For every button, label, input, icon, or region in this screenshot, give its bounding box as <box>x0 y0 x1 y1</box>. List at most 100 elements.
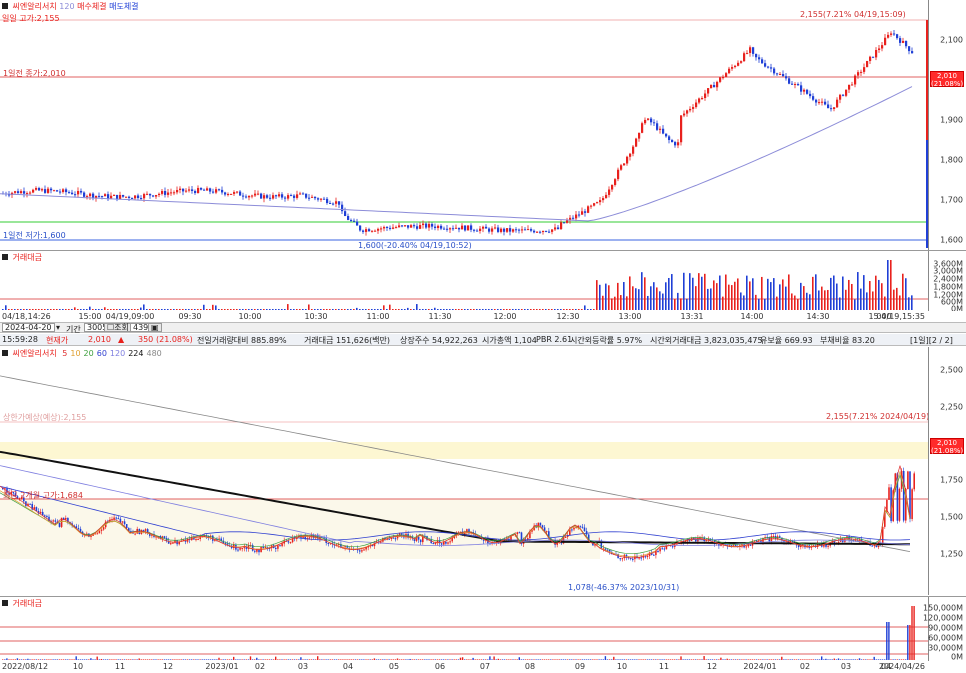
volume-bar <box>74 307 76 310</box>
daily-candle <box>692 537 695 539</box>
daily-volume-bar <box>623 659 625 660</box>
volume-bar <box>815 274 817 310</box>
volume-bar <box>353 309 355 310</box>
ma-legend-item[interactable]: 10 <box>70 349 81 358</box>
daily-candle <box>419 539 422 543</box>
volume-bar <box>593 309 595 310</box>
daily-volume-bar <box>449 659 451 660</box>
candle <box>377 228 380 231</box>
axis-tick-label: 3,000M <box>933 266 963 276</box>
daily-volume-bar <box>575 659 577 660</box>
candle <box>128 196 131 198</box>
daily-candle <box>243 547 246 549</box>
daily-volume-bar <box>674 659 676 660</box>
candle <box>257 193 260 195</box>
candle <box>665 133 668 137</box>
daily-candle <box>109 519 111 522</box>
volume-bar <box>236 309 238 310</box>
daily-candle <box>632 558 634 560</box>
ma-legend-item[interactable]: 60 <box>96 349 107 358</box>
candle <box>383 227 386 229</box>
intraday-candle-chart[interactable] <box>0 0 928 250</box>
daily-candle-chart[interactable] <box>0 347 928 595</box>
candle <box>800 85 803 92</box>
daily-volume-bar <box>417 659 420 660</box>
candle <box>23 191 26 194</box>
ma-legend-item[interactable]: 120 <box>109 349 126 358</box>
volume-bar <box>410 309 412 310</box>
ma-legend-item[interactable]: 20 <box>83 349 94 358</box>
volume-bar <box>62 309 64 310</box>
candle <box>446 228 449 230</box>
dropdown-icon[interactable]: ▾ <box>56 323 61 332</box>
volume-bar <box>551 309 553 310</box>
daily-candle <box>224 543 227 545</box>
panel-divider[interactable] <box>0 250 966 251</box>
daily-volume-bar <box>804 659 806 660</box>
expand-button[interactable]: ▣ <box>148 323 162 332</box>
daily-candle <box>718 542 720 546</box>
volume-bar <box>560 309 562 310</box>
candle <box>605 194 608 199</box>
volume-bar <box>230 309 232 310</box>
candle <box>275 195 278 197</box>
x-tick-label: 13:00 <box>618 312 642 321</box>
panel-handle-icon[interactable] <box>2 254 8 260</box>
daily-volume-bar <box>850 659 852 660</box>
x-tick-label: 10 <box>72 662 84 671</box>
volume-bar <box>818 290 820 310</box>
daily-volume-bar <box>497 658 499 660</box>
volume-bar <box>338 309 340 310</box>
daily-candle <box>220 538 222 541</box>
volume-bar <box>602 295 604 310</box>
candle <box>752 47 755 54</box>
daily-volume-bar <box>356 659 359 660</box>
candle <box>578 214 581 216</box>
volume-bar <box>566 309 568 310</box>
candle <box>845 89 848 96</box>
panel-divider[interactable] <box>0 596 966 597</box>
volume-bar <box>653 282 655 310</box>
current-price-tag: 2,010 (21.08%) <box>930 71 964 88</box>
daily-candle <box>134 533 136 535</box>
daily-volume-bar <box>573 659 575 660</box>
daily-volume-bar <box>873 656 875 660</box>
page-indicator[interactable]: [1일][2 / 2] <box>910 336 953 345</box>
volume-bar <box>569 309 571 310</box>
ma-legend-item[interactable]: 480 <box>146 349 162 358</box>
volume-bar <box>146 309 148 310</box>
daily-volume-bar <box>842 659 844 660</box>
candle <box>35 188 38 190</box>
daily-candle <box>833 540 836 544</box>
panel-handle-icon[interactable] <box>2 3 8 9</box>
query-button[interactable]: ☐조회 <box>104 323 132 332</box>
daily-volume-bar <box>214 659 216 660</box>
volume-bar <box>512 309 514 310</box>
daily-candle <box>550 538 552 541</box>
volume-bar <box>533 309 535 310</box>
panel-handle-icon[interactable] <box>2 350 8 356</box>
intraday-volume-chart[interactable] <box>0 251 928 311</box>
date-field[interactable]: 2024-04-20 <box>2 323 55 332</box>
daily-volume-bar <box>35 659 37 660</box>
panel-handle-icon[interactable] <box>2 600 8 606</box>
volume-bar <box>143 304 145 310</box>
x-tick-label: 09 <box>574 662 586 671</box>
daily-candle <box>545 531 548 533</box>
candle <box>380 228 383 230</box>
listed-shares: 상장주수 54,922,263 <box>400 336 478 345</box>
daily-candle <box>346 546 348 548</box>
daily-volume-bar <box>167 659 170 660</box>
daily-volume-bar <box>380 659 382 660</box>
daily-volume-bar <box>312 659 315 660</box>
daily-candle <box>132 531 134 534</box>
candle <box>620 165 623 170</box>
ma-legend-item[interactable]: 224 <box>128 349 144 358</box>
candle <box>755 53 758 58</box>
candle <box>677 142 680 146</box>
ma-legend-item[interactable]: 5 <box>62 349 68 358</box>
volume-bar <box>290 309 292 310</box>
daily-volume-bar <box>508 659 510 660</box>
daily-volume-chart[interactable] <box>0 597 928 661</box>
